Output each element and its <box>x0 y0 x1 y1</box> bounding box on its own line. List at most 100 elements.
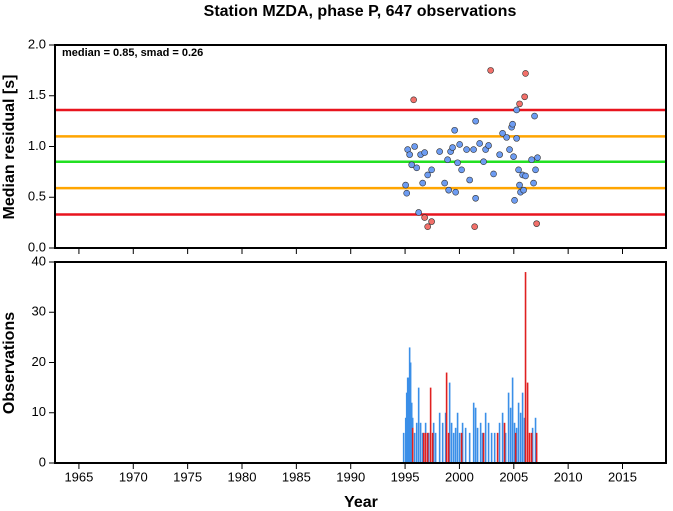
bar <box>450 422 453 463</box>
bar <box>413 432 416 463</box>
point <box>408 161 416 169</box>
y-tick-label: 30 <box>32 304 46 319</box>
bar <box>519 412 522 463</box>
y-tick-label: 1.5 <box>28 87 46 102</box>
point <box>449 144 456 151</box>
bar <box>534 417 537 463</box>
bar <box>426 432 429 463</box>
bar <box>484 412 487 463</box>
bar <box>409 362 412 463</box>
bar <box>496 432 499 463</box>
point <box>531 112 538 120</box>
plot-frame <box>54 261 667 464</box>
x-tick-label: 1970 <box>119 469 148 484</box>
bar <box>498 422 501 463</box>
point <box>499 130 506 137</box>
point <box>410 96 417 104</box>
bar <box>431 432 434 463</box>
x-tick-label: 2005 <box>499 469 528 484</box>
point <box>480 158 487 166</box>
bar <box>514 432 517 463</box>
bar <box>468 432 471 463</box>
point <box>470 146 477 153</box>
bar <box>406 377 409 463</box>
point <box>476 140 483 147</box>
x-tick-label: 1965 <box>64 469 93 484</box>
bar <box>464 427 467 463</box>
bar <box>410 402 413 463</box>
y-tick-label: 0 <box>39 454 46 469</box>
bar <box>524 272 527 463</box>
bar <box>476 427 479 463</box>
bar <box>490 432 493 463</box>
point <box>472 117 479 125</box>
x-tick-label: 2010 <box>554 469 583 484</box>
bar <box>521 392 524 463</box>
y-tick-label: 2.0 <box>28 36 46 51</box>
point <box>421 149 428 156</box>
point <box>454 159 461 167</box>
bar <box>419 422 422 463</box>
point <box>406 151 413 158</box>
y-tick-label: 20 <box>32 354 46 369</box>
point <box>402 181 409 189</box>
bar <box>535 432 538 463</box>
x-tick-label: 1985 <box>282 469 311 484</box>
bar <box>523 417 526 463</box>
point <box>424 223 431 230</box>
point <box>428 166 435 174</box>
point <box>490 170 497 178</box>
x-tick-label: 1980 <box>228 469 257 484</box>
point <box>506 146 513 153</box>
x-axis-label: Year <box>344 494 378 511</box>
bar <box>405 392 408 463</box>
point <box>415 209 422 216</box>
bar <box>503 422 506 463</box>
point <box>513 135 520 142</box>
point <box>463 146 470 153</box>
bar <box>513 422 516 463</box>
annotation: median = 0.85, smad = 0.26 <box>62 47 203 59</box>
chart-title: Station MZDA, phase P, 647 observations <box>204 3 517 20</box>
point <box>487 67 494 74</box>
bar <box>511 377 514 463</box>
bar <box>461 422 464 463</box>
x-tick-label: 1975 <box>173 469 202 484</box>
y-axis-label: Median residual [s] <box>1 75 18 220</box>
bar <box>474 407 477 463</box>
point <box>411 143 418 150</box>
point <box>445 186 452 194</box>
point <box>485 142 492 149</box>
y-tick-label: 0.0 <box>28 239 46 254</box>
bar <box>456 412 459 463</box>
bar <box>447 432 450 463</box>
point <box>403 189 411 197</box>
y-axis-label: Observations <box>1 312 18 414</box>
bar <box>507 392 510 463</box>
point <box>510 153 517 160</box>
bar <box>434 432 437 463</box>
bar <box>472 402 475 463</box>
point <box>428 218 435 225</box>
point <box>534 154 541 161</box>
plot-frame <box>54 44 667 249</box>
bar <box>402 432 405 463</box>
bar <box>515 427 518 463</box>
bar <box>415 422 418 463</box>
bar <box>432 422 435 463</box>
point <box>419 179 426 187</box>
point <box>456 141 463 148</box>
point <box>520 186 527 194</box>
bar <box>448 382 451 463</box>
bar <box>530 432 533 463</box>
point <box>452 188 459 196</box>
bar <box>407 377 410 463</box>
y-tick-label: 0.5 <box>28 189 46 204</box>
point <box>533 220 540 227</box>
point <box>522 172 529 180</box>
point <box>521 93 528 101</box>
point <box>503 134 510 141</box>
point <box>516 181 523 189</box>
point <box>421 214 428 221</box>
